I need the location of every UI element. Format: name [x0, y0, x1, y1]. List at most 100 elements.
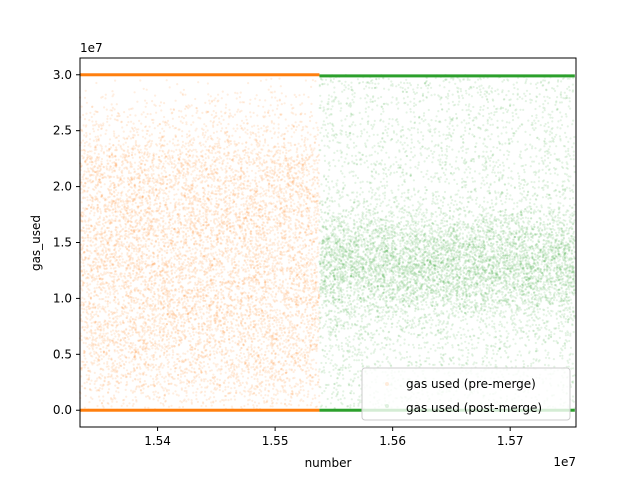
- data-point: [156, 343, 159, 346]
- data-point: [116, 349, 119, 353]
- data-point: [199, 231, 202, 234]
- data-point: [130, 328, 134, 331]
- data-point: [208, 366, 211, 369]
- data-point: [90, 268, 93, 271]
- data-point: [236, 380, 239, 383]
- data-point: [197, 316, 200, 319]
- data-point: [305, 326, 308, 329]
- data-point: [267, 284, 270, 287]
- data-point: [199, 144, 203, 147]
- data-point: [87, 295, 90, 298]
- data-point: [214, 327, 217, 330]
- data-point: [285, 218, 288, 221]
- data-point: [228, 341, 231, 344]
- data-point: [199, 250, 202, 253]
- data-point: [170, 272, 173, 275]
- data-point: [281, 285, 284, 288]
- data-point: [96, 258, 99, 261]
- data-point: [107, 388, 111, 391]
- data-point: [130, 208, 133, 211]
- data-point: [243, 208, 246, 211]
- data-point: [155, 153, 158, 156]
- data-point: [235, 319, 239, 322]
- data-point: [131, 236, 134, 239]
- data-point: [143, 331, 146, 334]
- data-point: [203, 347, 206, 350]
- data-point: [227, 141, 230, 144]
- data-point: [208, 237, 211, 240]
- data-point: [202, 215, 205, 218]
- data-point: [129, 137, 133, 140]
- data-point: [98, 201, 101, 204]
- data-point: [110, 239, 113, 242]
- data-point: [146, 219, 149, 222]
- data-point: [215, 199, 218, 203]
- data-point: [149, 307, 152, 310]
- data-point: [204, 355, 208, 358]
- data-point: [298, 187, 302, 191]
- data-point: [167, 405, 171, 408]
- data-point: [123, 310, 126, 313]
- data-point: [217, 204, 220, 207]
- data-point: [100, 160, 103, 163]
- data-point: [255, 404, 259, 407]
- data-point: [220, 268, 223, 271]
- data-point: [203, 123, 206, 126]
- data-point: [237, 179, 240, 182]
- data-point: [232, 312, 236, 315]
- data-point: [217, 158, 220, 161]
- data-point: [283, 339, 286, 342]
- data-point: [249, 256, 252, 259]
- data-point: [255, 134, 258, 138]
- data-point: [141, 335, 144, 338]
- data-point: [128, 108, 131, 111]
- data-point: [94, 380, 97, 383]
- data-point: [289, 188, 292, 191]
- data-point: [256, 351, 259, 354]
- data-point: [256, 229, 259, 232]
- data-point: [152, 218, 155, 221]
- data-point: [147, 318, 150, 321]
- data-point: [288, 254, 291, 257]
- data-point: [247, 325, 250, 328]
- data-point: [236, 123, 239, 126]
- data-point: [161, 295, 164, 299]
- data-point: [230, 310, 233, 313]
- data-point: [283, 102, 286, 105]
- data-point: [305, 282, 308, 285]
- data-point: [300, 185, 303, 188]
- data-point: [128, 208, 131, 211]
- data-point: [300, 237, 303, 240]
- data-point: [269, 342, 272, 345]
- data-point: [195, 375, 198, 378]
- data-point: [217, 384, 220, 387]
- data-point: [215, 284, 218, 287]
- data-point: [264, 383, 268, 386]
- data-point: [212, 110, 215, 113]
- data-point: [118, 255, 121, 258]
- data-point: [194, 162, 197, 165]
- data-point: [270, 293, 273, 296]
- data-point: [87, 204, 90, 207]
- data-point: [303, 200, 306, 203]
- data-point: [139, 355, 142, 359]
- data-point: [312, 285, 315, 289]
- data-point: [302, 330, 305, 333]
- data-point: [106, 375, 109, 379]
- data-point: [308, 116, 312, 119]
- data-point: [112, 317, 115, 320]
- data-point: [147, 406, 150, 409]
- data-point: [254, 133, 257, 136]
- data-point: [228, 354, 231, 358]
- data-point: [178, 109, 181, 112]
- data-point: [177, 257, 181, 260]
- data-point: [225, 190, 228, 193]
- data-point: [167, 225, 170, 228]
- data-point: [259, 169, 262, 172]
- data-point: [133, 301, 136, 304]
- data-point: [91, 346, 94, 349]
- data-point: [115, 326, 118, 329]
- data-point: [162, 244, 166, 247]
- data-point: [142, 339, 146, 342]
- data-point: [251, 179, 254, 182]
